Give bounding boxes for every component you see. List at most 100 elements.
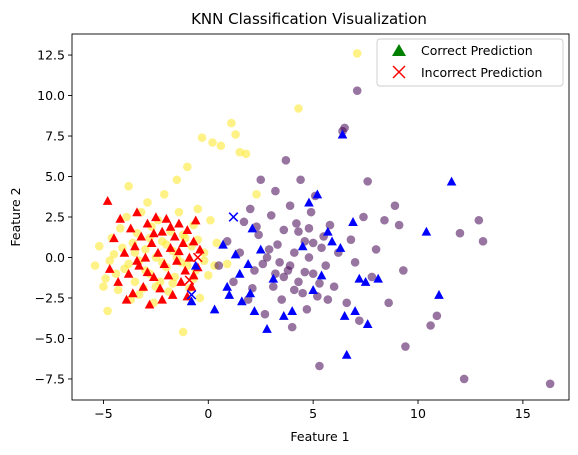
data-point bbox=[160, 190, 169, 199]
y-tick-label: −7.5 bbox=[35, 371, 65, 386]
data-point bbox=[326, 221, 335, 230]
data-point bbox=[262, 324, 272, 333]
data-point bbox=[342, 350, 352, 359]
data-point bbox=[340, 311, 350, 320]
data-point bbox=[252, 190, 261, 199]
data-point bbox=[307, 208, 316, 217]
data-point bbox=[294, 277, 303, 286]
data-point bbox=[157, 295, 167, 304]
data-point bbox=[143, 198, 152, 207]
data-point bbox=[210, 305, 220, 314]
data-point bbox=[351, 258, 360, 267]
data-point bbox=[175, 208, 184, 217]
data-point bbox=[340, 124, 349, 133]
data-point bbox=[354, 274, 364, 283]
data-point bbox=[185, 253, 195, 262]
data-point bbox=[183, 162, 192, 171]
data-point bbox=[191, 215, 201, 224]
y-tick-label: 7.5 bbox=[45, 129, 65, 144]
data-point bbox=[279, 311, 289, 320]
y-tick-label: 0.0 bbox=[45, 250, 65, 265]
data-point bbox=[273, 240, 282, 249]
data-point bbox=[231, 130, 240, 139]
data-point bbox=[426, 321, 435, 330]
data-point bbox=[217, 141, 226, 150]
data-point bbox=[95, 242, 104, 251]
data-point bbox=[256, 175, 265, 184]
data-point bbox=[363, 319, 373, 328]
data-point bbox=[321, 261, 330, 270]
data-point bbox=[348, 217, 358, 226]
data-point bbox=[116, 224, 125, 233]
data-point bbox=[342, 299, 351, 308]
data-point bbox=[336, 243, 346, 252]
data-point bbox=[355, 316, 364, 325]
data-point bbox=[206, 216, 215, 225]
data-point bbox=[475, 216, 484, 225]
x-tick-label: −5 bbox=[94, 406, 112, 421]
y-tick-label: 5.0 bbox=[45, 169, 65, 184]
data-point bbox=[434, 290, 444, 299]
data-point bbox=[101, 274, 110, 283]
legend: Correct Prediction Incorrect Prediction bbox=[377, 39, 563, 86]
y-tick-label: 12.5 bbox=[37, 48, 65, 63]
data-point bbox=[372, 245, 381, 254]
data-point bbox=[327, 236, 337, 245]
data-point bbox=[282, 156, 291, 165]
x-tick-label: 15 bbox=[515, 406, 531, 421]
data-point bbox=[157, 227, 167, 236]
data-point bbox=[330, 282, 339, 291]
series-purple bbox=[214, 86, 554, 388]
axes-frame bbox=[72, 34, 569, 400]
data-point bbox=[196, 294, 205, 303]
data-point bbox=[269, 282, 278, 291]
data-point bbox=[303, 305, 312, 314]
data-point bbox=[124, 260, 133, 269]
data-point bbox=[286, 261, 295, 270]
data-point bbox=[227, 119, 236, 128]
data-point bbox=[124, 182, 133, 191]
data-point bbox=[359, 213, 368, 222]
data-point bbox=[259, 260, 268, 269]
data-point bbox=[204, 271, 213, 280]
data-point bbox=[91, 261, 100, 270]
data-point bbox=[153, 248, 163, 257]
data-point bbox=[422, 227, 432, 236]
data-point bbox=[296, 175, 305, 184]
data-point bbox=[315, 362, 324, 371]
data-point bbox=[250, 306, 260, 315]
data-point bbox=[194, 205, 203, 214]
data-point bbox=[168, 279, 177, 288]
data-point bbox=[174, 219, 184, 228]
data-point bbox=[353, 86, 362, 95]
data-point bbox=[131, 277, 140, 286]
data-point bbox=[229, 213, 238, 222]
data-point bbox=[240, 218, 249, 227]
data-point bbox=[103, 307, 112, 316]
data-point bbox=[300, 268, 309, 277]
data-point bbox=[198, 133, 207, 142]
data-point bbox=[141, 253, 151, 262]
data-point bbox=[292, 219, 301, 228]
data-point bbox=[243, 259, 253, 268]
y-axis-title: Feature 2 bbox=[8, 187, 23, 246]
data-point bbox=[447, 177, 457, 186]
data-point bbox=[179, 328, 188, 337]
data-point bbox=[113, 277, 123, 286]
y-axis: −7.5−5.0−2.50.02.55.07.510.012.5 bbox=[35, 48, 72, 387]
data-point bbox=[166, 222, 176, 231]
data-point bbox=[235, 269, 245, 278]
plot-area bbox=[91, 49, 555, 388]
y-tick-label: −2.5 bbox=[35, 290, 65, 305]
data-point bbox=[288, 323, 297, 332]
x-tick-label: 5 bbox=[309, 406, 317, 421]
data-point bbox=[290, 248, 299, 257]
data-point bbox=[214, 261, 223, 270]
data-point bbox=[456, 229, 465, 238]
data-point bbox=[294, 104, 303, 113]
data-point bbox=[229, 277, 238, 286]
x-tick-label: 10 bbox=[410, 406, 426, 421]
data-point bbox=[317, 271, 327, 280]
data-point bbox=[265, 245, 274, 254]
data-point bbox=[391, 201, 400, 210]
